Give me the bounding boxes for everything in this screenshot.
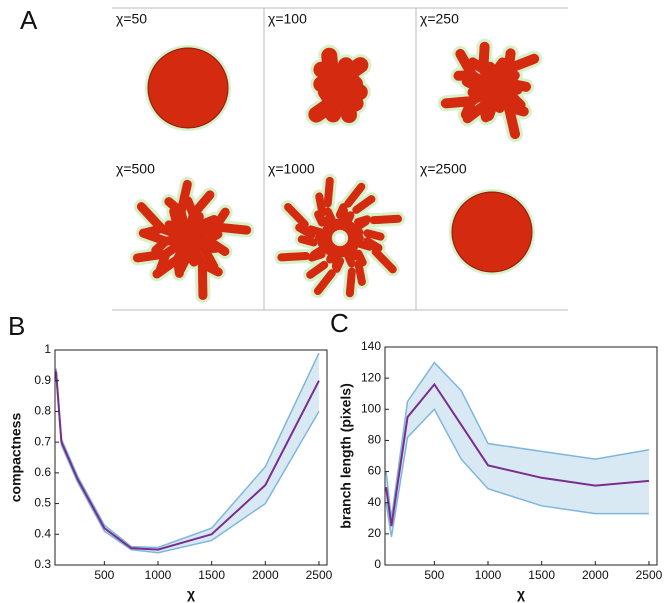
colony	[451, 191, 533, 273]
band-lower	[55, 374, 320, 554]
colony-branch	[323, 176, 340, 232]
y-tick-label: 0.9	[34, 373, 51, 387]
y-tick-label: 140	[361, 339, 381, 353]
y-tick-label: 80	[368, 433, 382, 447]
colony-branch	[183, 233, 223, 301]
y-tick-label: 120	[361, 370, 381, 384]
y-tick-label: 0.5	[34, 496, 51, 510]
colony-core	[318, 66, 362, 110]
y-tick-label: 0	[374, 557, 381, 571]
band-upper	[385, 361, 650, 519]
mean-line	[385, 382, 650, 527]
band-lower	[385, 408, 649, 538]
mean-line	[55, 371, 320, 551]
colony	[437, 38, 543, 143]
colony-branch	[132, 233, 193, 274]
band-fill	[56, 353, 319, 553]
colony-branch	[183, 207, 252, 243]
colony-branch	[347, 237, 397, 274]
y-tick-label: 100	[361, 401, 381, 415]
x-tick-label: 2000	[252, 568, 279, 582]
y-tick-label: 0.3	[34, 557, 51, 571]
y-tick-label: 0.4	[34, 526, 51, 540]
colony-branch	[284, 203, 333, 239]
cell-label: χ=100	[268, 11, 307, 27]
x-tick-label: 1000	[475, 568, 502, 582]
y-tick-label: 1	[44, 342, 51, 356]
x-tick-label: 1000	[145, 568, 172, 582]
y-tick-label: 0.8	[34, 404, 51, 418]
cell-label: χ=250	[420, 11, 459, 27]
x-tick-label: 500	[94, 568, 114, 582]
panel-letter: C	[330, 308, 349, 338]
band-upper	[55, 352, 320, 549]
y-tick-label: 20	[368, 526, 382, 540]
x-axis-label: χ	[187, 586, 195, 602]
colony-branch	[314, 210, 334, 236]
colony-branch	[313, 245, 343, 296]
y-axis-label: branch length (pixels)	[338, 383, 354, 528]
colony	[129, 176, 255, 304]
y-tick-label: 40	[368, 495, 382, 509]
cell-label: χ=2500	[420, 161, 467, 177]
colony-branch	[337, 182, 366, 231]
image-grid	[112, 7, 568, 311]
band-fill	[386, 362, 649, 537]
y-tick-label: 60	[368, 464, 382, 478]
x-tick-label: 1500	[198, 568, 225, 582]
panel-letter: B	[8, 311, 25, 341]
x-tick-label: 2000	[582, 568, 609, 582]
x-tick-label: 500	[424, 568, 444, 582]
x-tick-label: 2500	[636, 568, 663, 582]
colony-branch	[340, 244, 356, 298]
y-axis-label: compactness	[8, 413, 24, 503]
cell-label: χ=1000	[268, 161, 315, 177]
plot-frame	[54, 349, 328, 566]
plot-frame	[384, 346, 658, 566]
x-tick-label: 2500	[306, 568, 333, 582]
colony	[147, 47, 229, 129]
x-axis-label: χ	[517, 586, 525, 602]
colony-branch	[277, 240, 334, 262]
colony	[274, 173, 406, 301]
cell-label: χ=500	[116, 161, 155, 177]
y-tick-label: 0.6	[34, 465, 51, 479]
colony-branch	[346, 214, 403, 236]
x-tick-label: 1500	[528, 568, 555, 582]
cell-label: χ=50	[116, 11, 147, 27]
colony	[305, 44, 372, 127]
y-tick-label: 0.7	[34, 434, 51, 448]
panel-letter: A	[20, 5, 38, 35]
colony-branch	[483, 83, 505, 121]
